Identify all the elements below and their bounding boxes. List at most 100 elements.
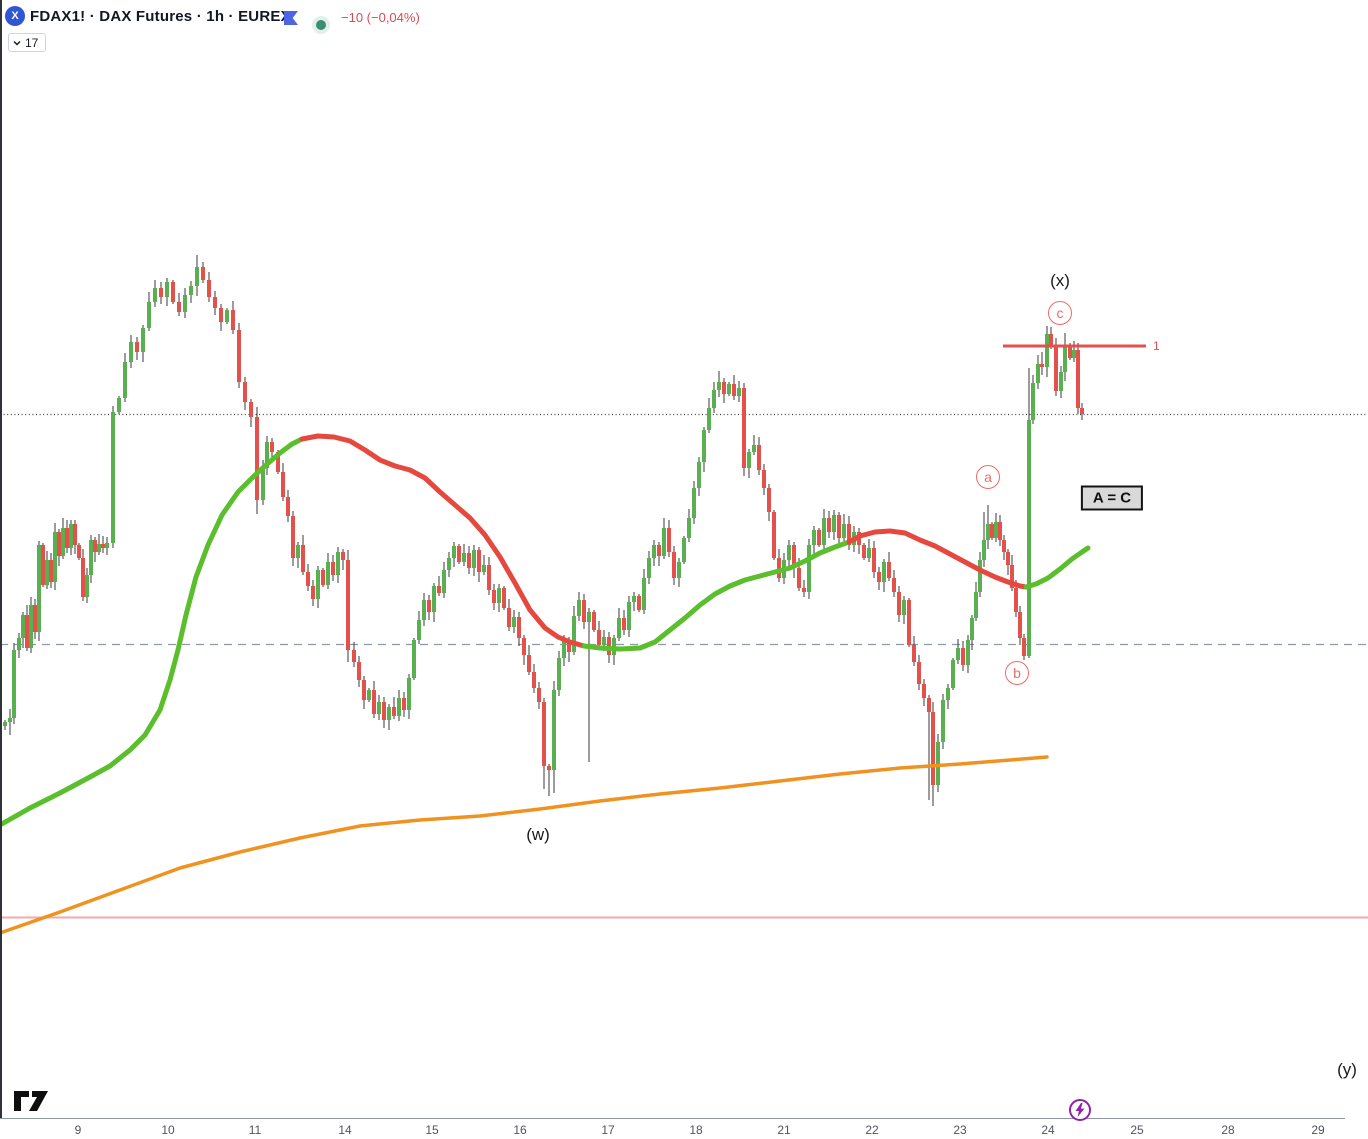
candle-down [517, 617, 521, 638]
candle-down [270, 442, 274, 452]
time-axis-label: 17 [601, 1123, 615, 1137]
horizontal-ray-drawing[interactable]: 1 [1003, 339, 1160, 353]
candle-up [17, 638, 21, 650]
candle-down [1014, 588, 1018, 612]
candle-up [970, 618, 974, 640]
candle-down [817, 530, 821, 545]
candle-down [672, 552, 676, 578]
candle-down [872, 548, 876, 572]
candle-up [417, 620, 421, 640]
candle-up [752, 445, 756, 452]
annotation-b[interactable]: b [1005, 661, 1029, 685]
candle-down [1018, 612, 1022, 638]
candle-up [472, 550, 476, 568]
market-status-dot-icon[interactable] [316, 20, 326, 30]
candle-down [25, 615, 29, 648]
time-axis-label: 24 [1041, 1123, 1055, 1137]
chevron-down-icon [13, 40, 21, 45]
tradingview-watermark-logo[interactable] [13, 1091, 53, 1113]
candle-down [362, 680, 366, 700]
candle-down [732, 384, 736, 396]
candle-up [1072, 350, 1076, 358]
trend-ma-segment [1023, 545, 1091, 590]
candle-down [1054, 346, 1058, 391]
candle-up [452, 546, 456, 558]
candle-up [61, 528, 65, 556]
candle-down [917, 662, 921, 684]
candle-up [737, 388, 741, 396]
candle-up [189, 286, 193, 295]
candle-up [45, 560, 49, 585]
candle-up [562, 640, 566, 658]
candle-up [387, 707, 391, 720]
trend-ma-segment [846, 528, 1029, 590]
annotation-x[interactable]: (x) [1050, 271, 1070, 290]
candle-down [912, 645, 916, 662]
candle-up [867, 548, 871, 558]
candle-up [966, 640, 970, 665]
candle-up [662, 528, 666, 556]
symbol-title[interactable]: FDAX1! · DAX Futures · 1h · EUREX [30, 8, 291, 25]
chart-left-border [0, 0, 2, 1119]
candle-down [1040, 364, 1044, 367]
lightning-bolt-icon [1075, 1103, 1085, 1117]
candle-up [557, 658, 561, 690]
candle-down [301, 545, 305, 572]
candle-down [777, 558, 781, 578]
candle-up [1036, 364, 1040, 383]
candle-up [462, 553, 466, 562]
trend-ma-segment [299, 433, 587, 649]
candle-down [877, 572, 881, 582]
candle-down [135, 342, 139, 352]
annotation-a[interactable]: a [976, 465, 1000, 489]
annotation-c[interactable]: c [1048, 301, 1072, 325]
candle-down [311, 586, 315, 599]
candle-up [677, 562, 681, 578]
candle-up [1027, 420, 1031, 656]
time-axis-label: 11 [248, 1123, 262, 1137]
candle-down [827, 518, 831, 532]
candle-down [797, 568, 801, 588]
candle-up [692, 488, 696, 518]
candle-down [502, 588, 506, 608]
candle-up [147, 302, 151, 328]
candle-up [652, 545, 656, 558]
candle-up [994, 522, 998, 538]
candle-up [29, 605, 33, 648]
candle-up [982, 540, 986, 560]
candle-up [627, 602, 631, 630]
candle-down [522, 638, 526, 655]
candle-up [123, 362, 127, 398]
annotation-AC[interactable]: A = C [1080, 485, 1144, 511]
candle-up [697, 462, 701, 488]
candle-down [249, 402, 253, 417]
candle-up [261, 468, 265, 500]
candle-down [907, 600, 911, 645]
candle-down [331, 562, 335, 575]
candle-up [129, 342, 133, 362]
trend-ma-segment [0, 436, 305, 828]
flag-symbol-icon[interactable] [284, 11, 298, 25]
candle-down [81, 558, 85, 597]
candle-down [922, 684, 926, 698]
candle-up [902, 600, 906, 615]
candle-down [1002, 540, 1006, 552]
candle-down [567, 640, 571, 652]
candle-down [372, 690, 376, 714]
candle-up [89, 540, 93, 575]
candle-down [961, 648, 965, 665]
candle-down [402, 698, 406, 710]
candle-up [482, 565, 486, 572]
candle-down [537, 688, 541, 702]
candle-down [219, 308, 223, 322]
candle-up [326, 562, 330, 585]
candle-up [682, 538, 686, 562]
candle-up [936, 742, 940, 785]
realtime-lightning-marker[interactable] [1069, 1099, 1091, 1121]
indicators-collapse-button[interactable]: 17 [8, 33, 46, 52]
annotation-y[interactable]: (y) [1337, 1060, 1357, 1079]
candle-down [101, 544, 105, 548]
annotation-w[interactable]: (w) [526, 825, 550, 844]
